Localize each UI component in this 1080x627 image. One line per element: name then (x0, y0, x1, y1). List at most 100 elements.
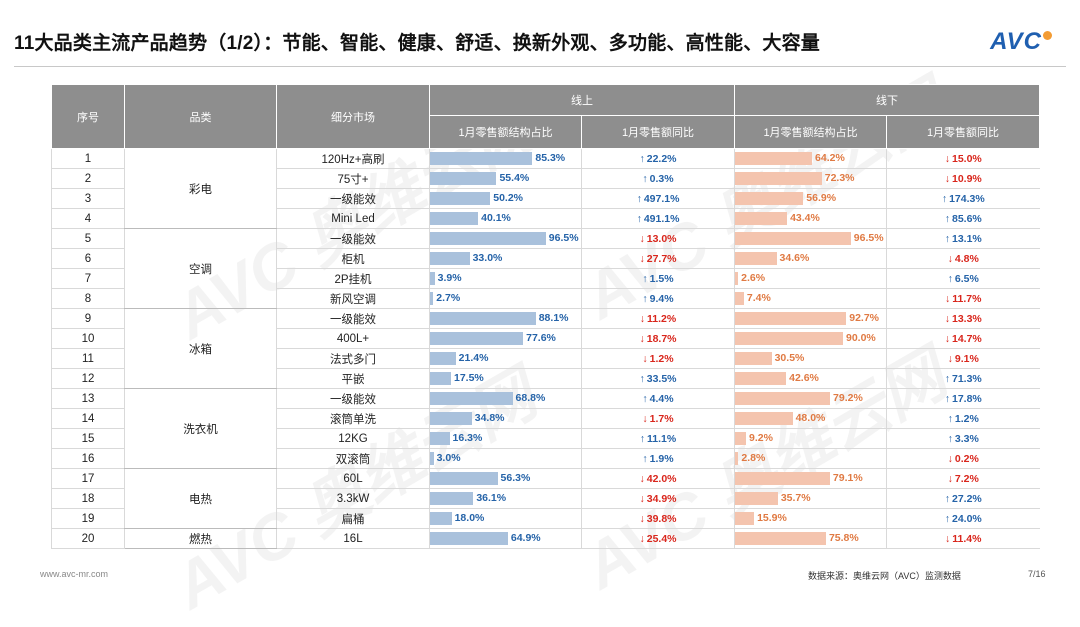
on-share-cell: 34.8% (429, 408, 582, 429)
table-row: 8 新风空调 2.7% ↑ 9.4% 7.4% ↓ 11.7% (51, 288, 1040, 309)
segment-cell: 3.3kW (276, 488, 430, 509)
off-share-value: 7.4% (746, 292, 771, 304)
off-share-bar-wrap: 2.6% (735, 272, 886, 285)
on-share-cell: 88.1% (429, 308, 582, 329)
arrow-up-icon: ↑ (944, 392, 950, 405)
on-share-bar (430, 212, 479, 225)
off-yoy-value: ↓ 11.7% (945, 293, 981, 305)
on-yoy-cell: ↑ 33.5% (581, 368, 735, 389)
on-yoy-value: ↓ 11.2% (640, 313, 676, 325)
off-yoy-number: 7.2% (954, 472, 979, 485)
arrow-up-icon: ↑ (944, 492, 950, 505)
off-yoy-value: ↓ 9.1% (948, 353, 979, 365)
category-cell: 电热 (124, 468, 277, 529)
off-yoy-value: ↑ 174.3% (942, 193, 985, 205)
off-share-bar-wrap: 56.9% (735, 192, 886, 205)
off-yoy-value: ↓ 0.2% (948, 453, 979, 465)
on-yoy-number: 13.0% (646, 232, 677, 245)
on-yoy-number: 42.0% (646, 472, 677, 485)
on-yoy-value: ↑ 497.1% (637, 193, 680, 205)
page-title: 11大品类主流产品趋势（1/2）：节能、智能、健康、舒适、换新外观、多功能、高性… (14, 33, 821, 54)
logo-dot-icon (1043, 31, 1052, 40)
on-share-cell: 21.4% (429, 348, 582, 369)
off-share-value: 92.7% (849, 312, 880, 324)
table-row: 1 彩电 120Hz+高刷 85.3% ↑ 22.2% 64.2% ↓ 15.0% (51, 148, 1040, 229)
on-share-value: 3.0% (436, 452, 461, 464)
table-row: 10 400L+ 77.6% ↓ 18.7% 90.0% ↓ 14.7% (51, 328, 1040, 349)
header-offline-share: 1月零售额结构占比 (734, 115, 887, 149)
segment-cell: 双滚筒 (276, 448, 430, 469)
on-share-value: 56.3% (500, 472, 531, 484)
on-share-value: 17.5% (454, 372, 484, 384)
row-index: 2 (51, 168, 125, 189)
on-share-cell: 64.9% (429, 528, 582, 549)
on-share-value: 33.0% (472, 252, 503, 264)
on-share-bar (430, 512, 452, 525)
off-share-bar (735, 252, 777, 265)
off-share-cell: 75.8% (734, 528, 887, 549)
on-share-bar (430, 152, 533, 165)
off-share-cell: 34.6% (734, 248, 887, 269)
on-share-bar (430, 312, 536, 325)
arrow-down-icon: ↓ (947, 452, 953, 465)
on-share-cell: 77.6% (429, 328, 582, 349)
arrow-up-icon: ↑ (636, 212, 642, 225)
table-row: 2 75寸+ 55.4% ↑ 0.3% 72.3% ↓ 10.9% (51, 168, 1040, 189)
header-category: 品类 (124, 84, 277, 149)
off-yoy-number: 174.3% (949, 192, 985, 205)
on-yoy-number: 1.5% (649, 272, 674, 285)
off-share-cell: 2.8% (734, 448, 887, 469)
off-yoy-cell: ↓ 15.0% (886, 148, 1040, 169)
arrow-up-icon: ↑ (642, 392, 648, 405)
category-cell: 冰箱 (124, 308, 277, 389)
off-share-bar (735, 492, 778, 505)
off-yoy-value: ↑ 71.3% (945, 373, 982, 385)
off-yoy-cell: ↓ 0.2% (886, 448, 1040, 469)
off-yoy-cell: ↓ 11.4% (886, 528, 1040, 549)
on-yoy-value: ↑ 4.4% (642, 393, 673, 405)
on-share-cell: 17.5% (429, 368, 582, 389)
on-share-bar-wrap: 55.4% (430, 172, 581, 185)
logo-text: AVC (990, 28, 1042, 55)
off-share-bar (735, 432, 747, 445)
on-share-bar (430, 252, 470, 265)
off-yoy-number: 3.3% (954, 432, 979, 445)
segment-cell: 一级能效 (276, 228, 430, 249)
on-share-value: 77.6% (526, 332, 556, 344)
off-share-bar (735, 312, 847, 325)
off-yoy-number: 17.8% (951, 392, 982, 405)
off-yoy-cell: ↑ 24.0% (886, 508, 1040, 529)
row-index: 15 (51, 428, 125, 449)
header-online-yoy: 1月零售额同比 (581, 115, 735, 149)
on-share-bar (430, 412, 472, 425)
row-index: 9 (51, 308, 125, 329)
on-yoy-cell: ↓ 42.0% (581, 468, 735, 489)
off-share-cell: 56.9% (734, 188, 887, 209)
segment-cell: 法式多门 (276, 348, 430, 369)
off-yoy-value: ↓ 11.4% (945, 533, 981, 545)
row-index: 19 (51, 508, 125, 529)
on-yoy-value: ↓ 1.7% (642, 413, 673, 425)
off-share-cell: 43.4% (734, 208, 887, 229)
arrow-up-icon: ↑ (642, 452, 648, 465)
arrow-up-icon: ↑ (944, 512, 950, 525)
off-share-bar (735, 152, 813, 165)
on-yoy-cell: ↑ 497.1% (581, 188, 735, 209)
off-share-bar (735, 272, 739, 285)
row-index: 4 (51, 208, 125, 229)
off-share-bar (735, 332, 843, 345)
off-yoy-cell: ↓ 14.7% (886, 328, 1040, 349)
off-share-bar-wrap: 9.2% (735, 432, 886, 445)
on-yoy-value: ↓ 18.7% (639, 333, 676, 345)
off-yoy-cell: ↑ 27.2% (886, 488, 1040, 509)
off-share-value: 90.0% (846, 332, 876, 344)
on-yoy-number: 1.9% (649, 452, 674, 465)
off-yoy-value: ↓ 10.9% (945, 173, 982, 185)
segment-cell: 一级能效 (276, 188, 430, 209)
on-share-bar (430, 292, 434, 305)
arrow-down-icon: ↓ (944, 332, 950, 345)
off-share-cell: 9.2% (734, 428, 887, 449)
off-yoy-number: 4.8% (954, 252, 979, 265)
off-share-bar-wrap: 15.9% (735, 512, 886, 525)
off-share-cell: 48.0% (734, 408, 887, 429)
